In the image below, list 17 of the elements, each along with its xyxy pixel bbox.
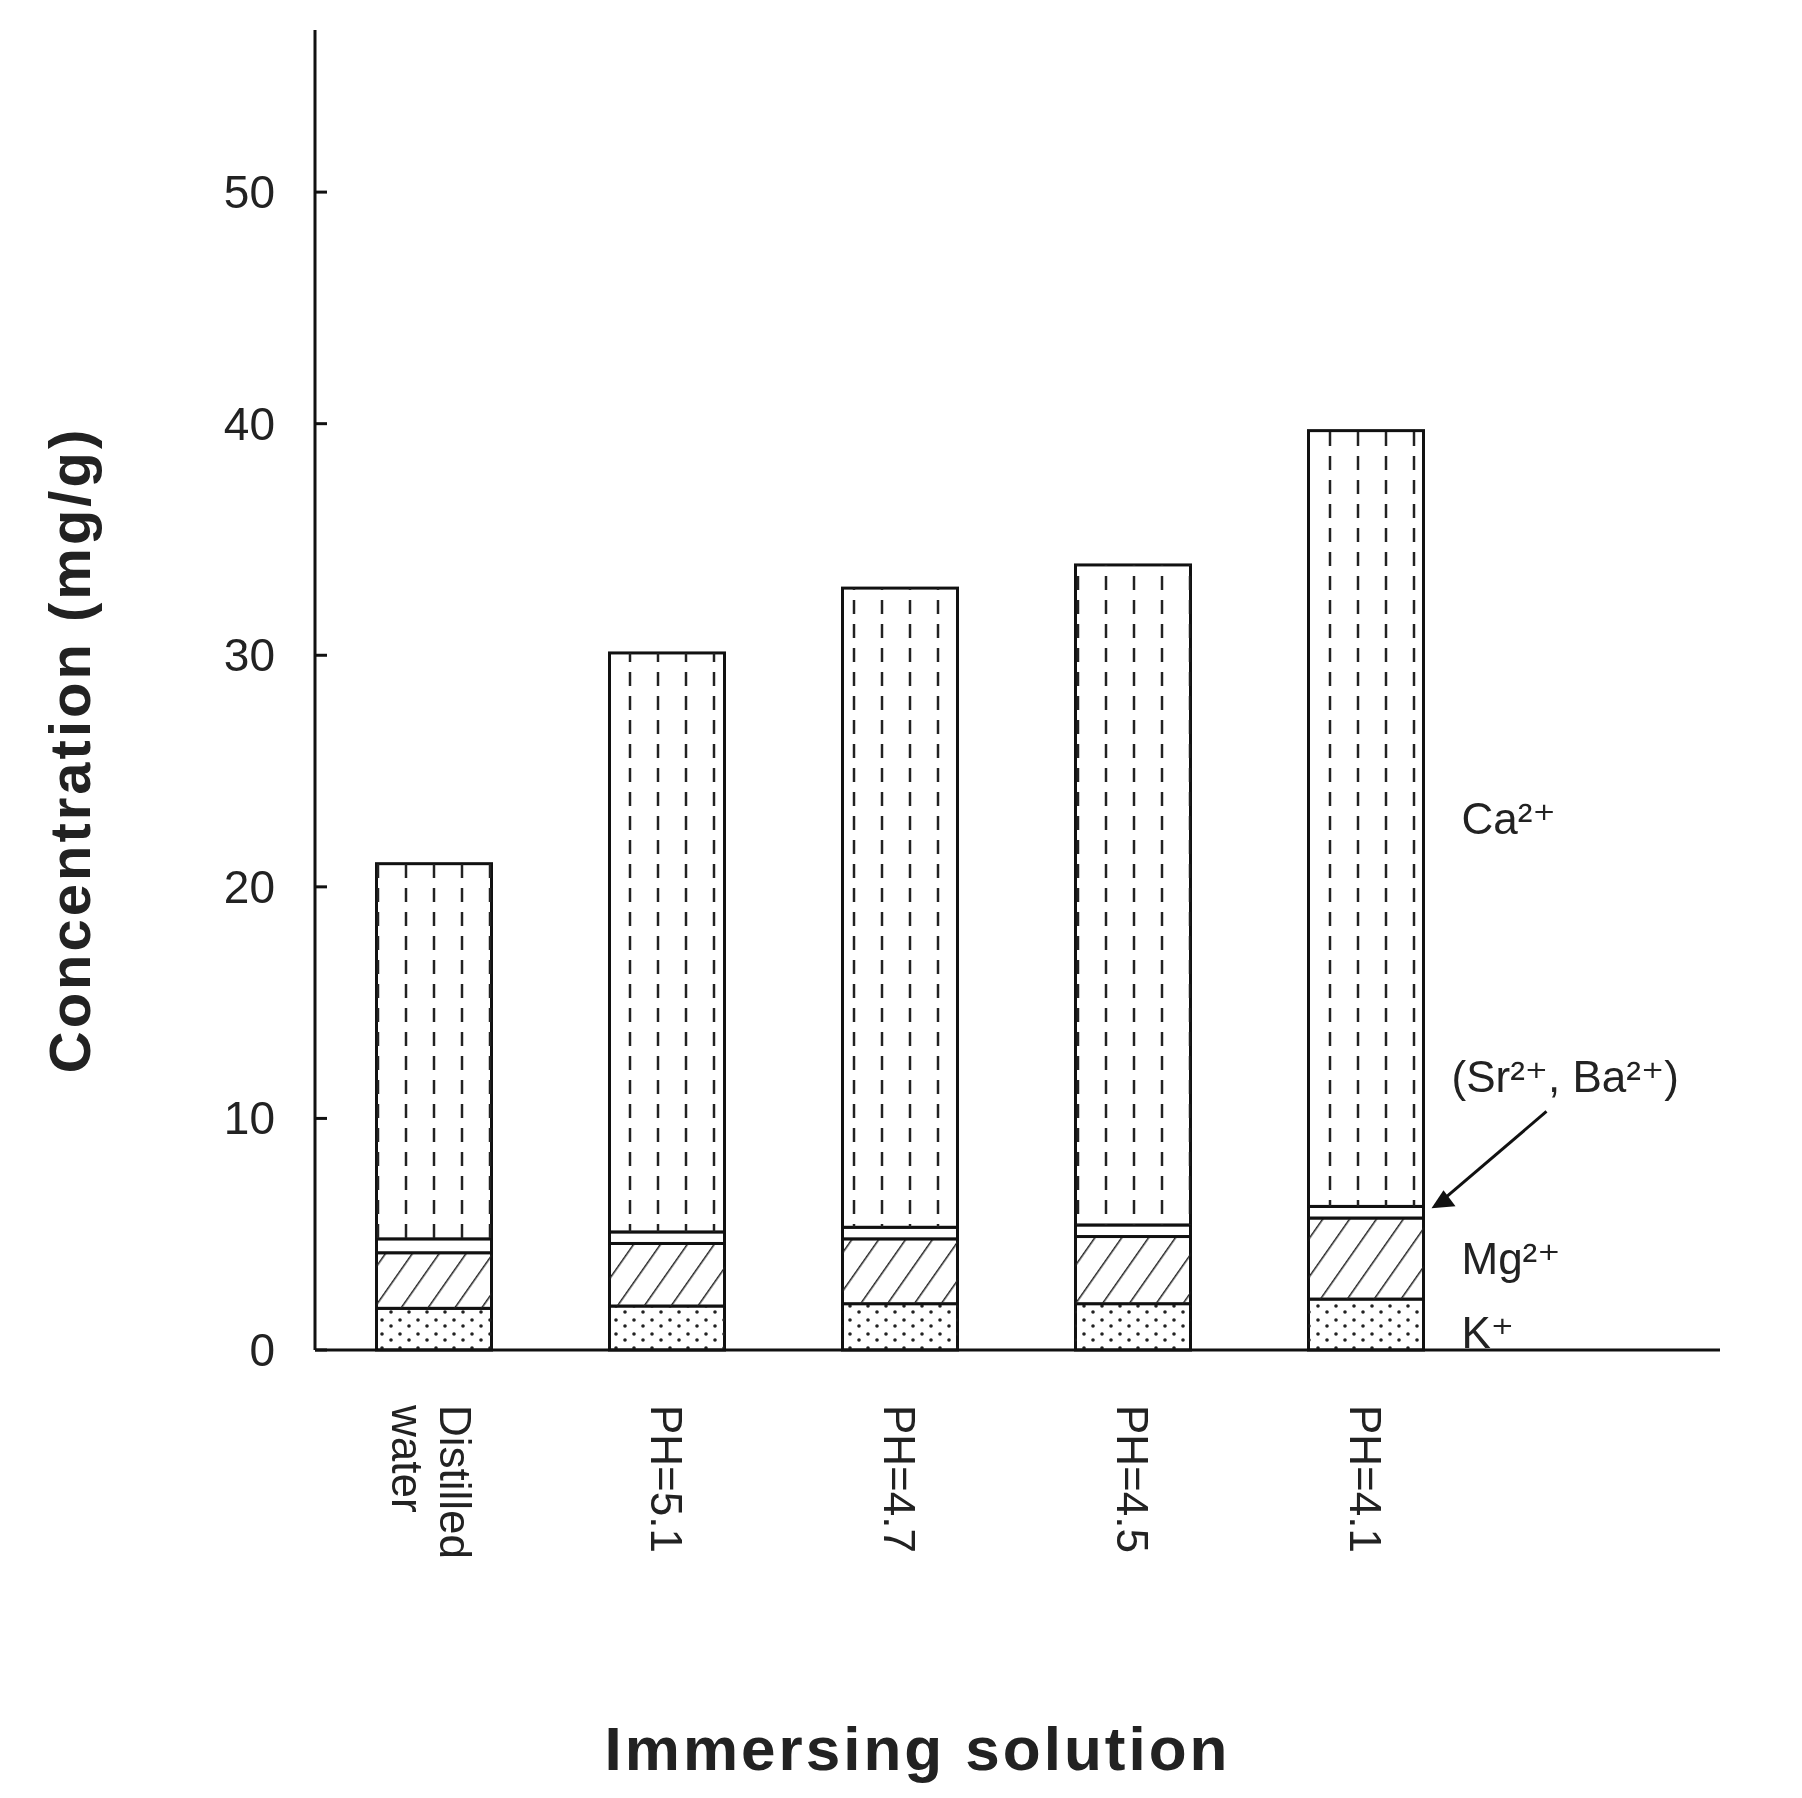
y-tick-label: 50 (223, 166, 275, 219)
x-tick-label: Distilled water (383, 1404, 481, 1560)
y-tick-label: 0 (249, 1324, 275, 1376)
y-tick-label: 30 (223, 629, 275, 682)
series-label: Ca²⁺ (1461, 794, 1556, 844)
y-tick-label: 40 (223, 397, 275, 450)
x-tick-label: PH=4.5 (1108, 1405, 1158, 1553)
x-tick-label: PH=5.1 (642, 1405, 692, 1553)
series-label: K⁺ (1461, 1308, 1515, 1358)
x-tick-label: PH=4.1 (1341, 1405, 1391, 1553)
x-axis-title: Immersing solution (604, 1714, 1231, 1783)
y-tick-label: 10 (223, 1092, 275, 1145)
text: (Sr²⁺, Ba²⁺) (1451, 1051, 1679, 1101)
x-tick-label: PH=4.7 (875, 1405, 925, 1553)
legend-label: Mg²⁺ (1461, 1234, 1561, 1284)
y-axis-title: Concentration (mg/g) (37, 426, 102, 1074)
y-tick-label: 20 (223, 860, 275, 913)
